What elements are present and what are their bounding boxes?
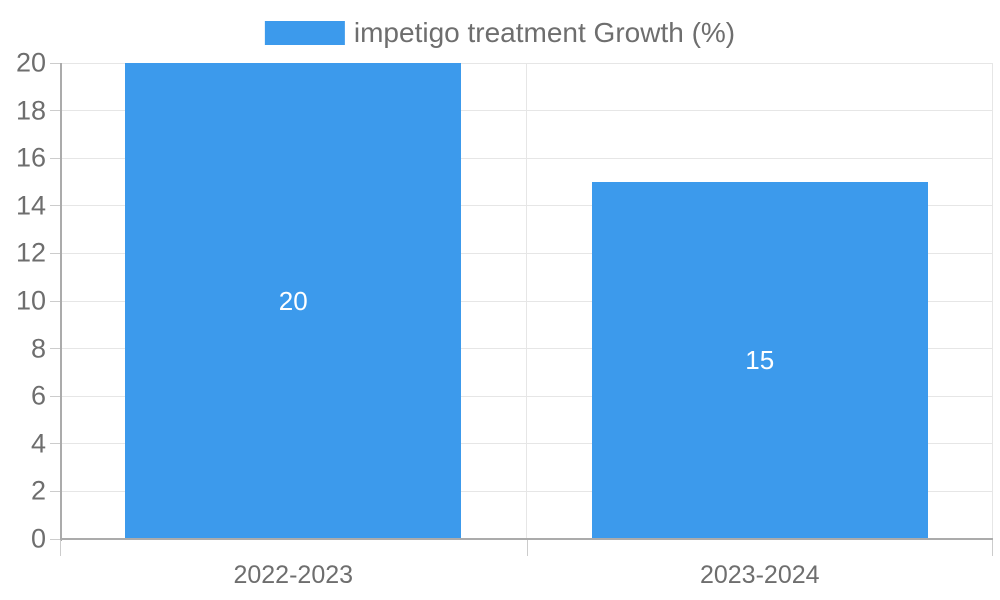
y-tick-mark	[50, 538, 60, 540]
y-tick-label: 10	[15, 285, 46, 316]
legend-label: impetigo treatment Growth (%)	[353, 17, 736, 48]
x-tick-mark	[60, 540, 61, 556]
y-tick-label: 2	[30, 475, 46, 506]
grid-line-horizontal	[60, 348, 993, 350]
y-tick-label: 0	[30, 523, 46, 554]
x-axis-line	[60, 538, 993, 540]
bar[interactable]: 15	[591, 182, 928, 539]
y-tick-mark	[50, 443, 60, 445]
y-tick-mark	[50, 490, 60, 492]
grid-line-horizontal	[60, 443, 993, 445]
plot-area: 20 15	[60, 62, 993, 539]
y-tick-label: 6	[30, 380, 46, 411]
bar[interactable]: 20	[125, 63, 462, 539]
grid-line-horizontal	[60, 205, 993, 207]
legend-swatch-icon	[264, 21, 345, 45]
y-axis-line	[60, 63, 62, 541]
grid-line-horizontal	[60, 395, 993, 397]
grid-line-horizontal	[60, 490, 993, 492]
y-tick-label: 18	[15, 95, 46, 126]
grid-line-vertical	[525, 63, 527, 539]
y-tick-mark	[50, 252, 60, 254]
grid-line-horizontal	[60, 62, 993, 64]
x-tick-mark	[526, 540, 528, 556]
y-tick-mark	[50, 62, 60, 64]
y-tick-label: 12	[15, 237, 46, 268]
y-tick-mark	[50, 157, 60, 159]
x-tick-label: 2023-2024	[699, 561, 820, 589]
x-tick-label: 2022-2023	[233, 561, 354, 589]
y-tick-mark	[50, 205, 60, 207]
y-tick-label: 4	[30, 428, 46, 459]
y-tick-mark	[50, 348, 60, 350]
bar-value-label: 20	[278, 285, 308, 316]
y-tick-label: 14	[15, 190, 46, 221]
x-tick-mark	[992, 540, 993, 556]
grid-line-vertical	[992, 63, 993, 539]
grid-line-horizontal	[60, 252, 993, 254]
y-tick-mark	[50, 300, 60, 302]
y-tick-label: 20	[15, 47, 46, 78]
y-tick-mark	[50, 110, 60, 112]
grid-line-horizontal	[60, 157, 993, 159]
y-tick-mark	[50, 395, 60, 397]
bar-value-label: 15	[745, 345, 775, 375]
y-tick-label: 8	[30, 333, 46, 364]
grid-line-horizontal	[60, 300, 993, 302]
grid-line-horizontal	[60, 110, 993, 112]
chart-legend[interactable]: impetigo treatment Growth (%)	[264, 17, 736, 49]
y-tick-label: 16	[15, 142, 46, 173]
